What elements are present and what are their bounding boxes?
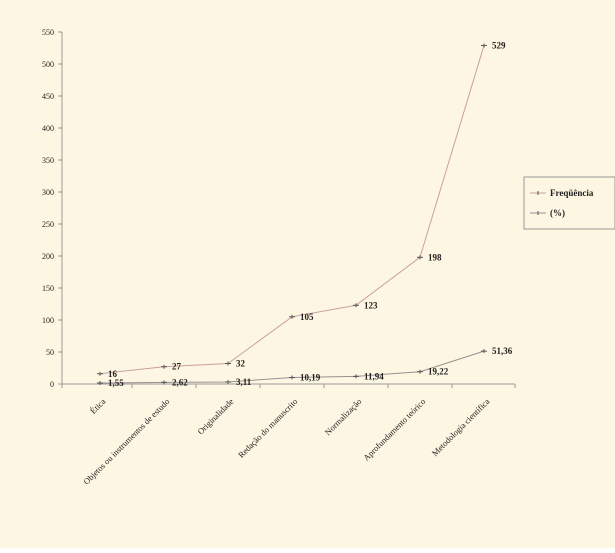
y-tick-label: 400 bbox=[42, 124, 54, 133]
series-2-data-label: 10,19 bbox=[300, 372, 321, 382]
series-2-data-label: 51,36 bbox=[492, 346, 513, 356]
y-tick-label: 550 bbox=[42, 28, 54, 37]
series-2-data-label: 1,55 bbox=[108, 378, 124, 388]
series-2-data-label: 11,94 bbox=[364, 371, 384, 381]
data-labels: 16 27 32 105 123 198 529 1,55 2,62 3,11 10,19 11,94… bbox=[108, 40, 513, 388]
y-tick-label: 200 bbox=[42, 252, 54, 261]
series-1-data-label: 529 bbox=[492, 40, 506, 50]
legend-label-2: (%) bbox=[550, 208, 565, 218]
series-layer bbox=[97, 43, 487, 386]
series-2-data-label: 2,62 bbox=[172, 377, 188, 387]
y-tick-label: 500 bbox=[42, 60, 54, 69]
series-1-data-label: 27 bbox=[172, 362, 182, 372]
legend-box bbox=[523, 176, 615, 230]
series-2-data-label: 19,22 bbox=[428, 367, 449, 377]
y-tick-label: 0 bbox=[50, 380, 54, 389]
series-2-data-label: 3,11 bbox=[236, 377, 252, 387]
series-1-data-label: 123 bbox=[364, 300, 378, 310]
series-1-data-label: 32 bbox=[236, 359, 246, 369]
y-tick-label: 300 bbox=[42, 188, 54, 197]
series-1-data-label: 16 bbox=[108, 369, 118, 379]
legend-label-1: Freqüência bbox=[550, 188, 594, 198]
y-tick-label: 250 bbox=[42, 220, 54, 229]
series-1-data-label: 198 bbox=[428, 252, 442, 262]
y-tick-label: 350 bbox=[42, 156, 54, 165]
series-1-data-label: 105 bbox=[300, 312, 314, 322]
y-tick-label: 450 bbox=[42, 92, 54, 101]
y-tick-label: 100 bbox=[42, 316, 54, 325]
y-tick-label: 50 bbox=[46, 348, 54, 357]
y-tick-label: 150 bbox=[42, 284, 54, 293]
legend: Freqüência (%) bbox=[523, 176, 615, 230]
